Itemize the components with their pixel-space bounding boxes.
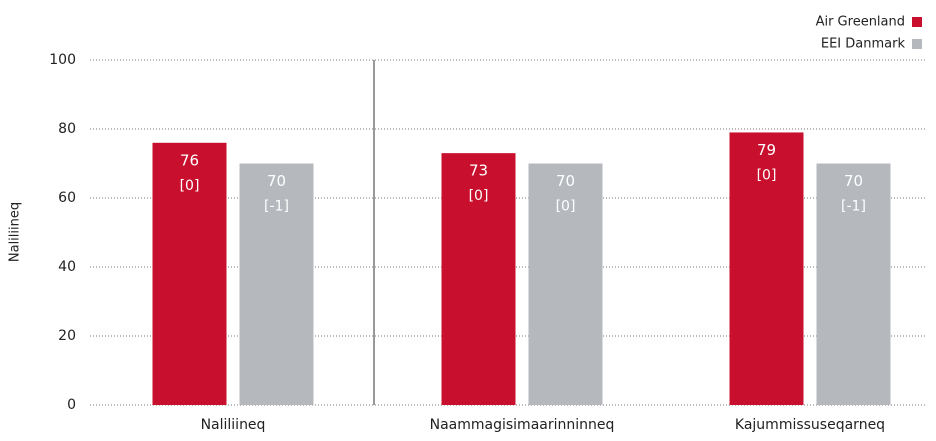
bar [152, 142, 227, 406]
y-tick-label: 80 [58, 121, 76, 137]
y-tick-label: 0 [67, 397, 76, 413]
change-label: [0] [556, 199, 576, 215]
change-label: [-1] [264, 199, 289, 215]
legend-label: Air Greenland [816, 15, 905, 30]
y-tick-label: 20 [58, 328, 76, 344]
y-tick-label: 60 [58, 190, 76, 206]
value-label: 76 [180, 151, 199, 169]
y-tick-label: 100 [49, 52, 76, 68]
legend-swatch [912, 17, 922, 27]
x-tick-label: Kajummissuseqarneq [735, 417, 885, 433]
legend-swatch [912, 39, 922, 49]
bar [441, 153, 516, 405]
value-label: 70 [556, 172, 575, 190]
value-label: 70 [267, 172, 286, 190]
change-label: [-1] [841, 199, 866, 215]
value-label: 70 [844, 172, 863, 190]
change-label: [0] [757, 167, 777, 183]
change-label: [0] [180, 178, 200, 194]
change-label: [0] [469, 188, 489, 204]
x-tick-label: Naammagisimaarinninneq [430, 417, 615, 433]
bar [239, 163, 314, 405]
legend-label: EEI Danmark [821, 37, 906, 52]
bar [816, 163, 891, 405]
bar [528, 163, 603, 405]
x-tick-label: Naliliineq [201, 417, 266, 433]
value-label: 79 [757, 141, 776, 159]
bar [729, 132, 804, 405]
y-axis-label: Naliliineq [8, 202, 23, 262]
y-tick-label: 40 [58, 259, 76, 275]
value-label: 73 [469, 162, 488, 180]
